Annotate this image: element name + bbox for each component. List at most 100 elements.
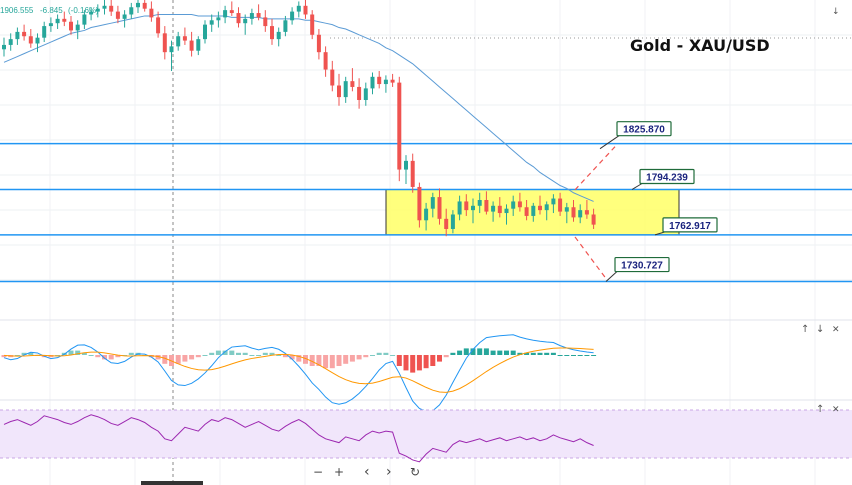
zoom-in-button[interactable]: +	[334, 465, 344, 479]
candle-body	[417, 186, 422, 221]
macd-histogram-bar	[483, 348, 489, 355]
candle	[390, 73, 395, 87]
candle	[35, 33, 40, 53]
scroll-left-button[interactable]: ‹	[364, 464, 370, 480]
candle	[249, 8, 254, 25]
candle	[477, 192, 482, 214]
zoom-out-button[interactable]: −	[313, 465, 323, 479]
price-down-button[interactable]: ↓	[832, 7, 840, 17]
candle-body	[571, 207, 576, 218]
candle-body	[42, 26, 47, 38]
candle	[584, 200, 589, 219]
close-pane-button[interactable]: ✕	[832, 325, 840, 335]
candle	[591, 208, 596, 229]
candle	[82, 10, 87, 29]
candle	[55, 14, 60, 29]
candle	[129, 2, 134, 19]
candle	[176, 31, 181, 51]
candle	[357, 78, 362, 109]
macd-histogram-bar	[262, 352, 268, 355]
candle	[471, 198, 475, 224]
macd-histogram-bar	[370, 355, 375, 356]
candle	[524, 200, 529, 221]
candle	[350, 68, 355, 92]
macd-histogram-bar	[95, 355, 101, 358]
signal-line	[3, 347, 594, 393]
candle-body	[343, 81, 348, 98]
rsi-close-pane-button[interactable]: ✕	[832, 405, 840, 415]
candle	[48, 17, 53, 32]
candle	[504, 204, 509, 225]
macd-histogram-bar	[128, 352, 134, 355]
candle	[383, 75, 388, 93]
level-label-pointer	[605, 271, 618, 282]
move-down-button[interactable]: ↓	[816, 324, 824, 335]
scroll-right-button[interactable]: ›	[386, 464, 392, 480]
candle-body	[303, 5, 308, 15]
candle	[196, 36, 201, 56]
candle-body	[477, 200, 482, 206]
macd-histogram-bar	[557, 355, 563, 356]
level-label-support-2: 1730.727	[605, 256, 670, 282]
candle	[89, 7, 94, 21]
move-up-button[interactable]: ↑	[801, 324, 809, 335]
candle	[303, 0, 308, 19]
candle	[437, 188, 442, 225]
candle-body	[538, 205, 542, 211]
macd-histogram-bar	[477, 348, 483, 355]
macd-histogram-bar	[309, 355, 315, 366]
rsi-line	[3, 414, 594, 463]
candle-body	[182, 36, 187, 41]
macd-histogram-bar	[490, 350, 496, 355]
candle-body	[270, 26, 274, 40]
navigation-toolbar: − + ‹ › ↻	[313, 464, 420, 480]
candle	[296, 1, 301, 18]
candle	[450, 210, 455, 234]
candle-body	[504, 208, 509, 214]
candle	[189, 31, 194, 57]
candle-body	[48, 23, 53, 27]
macd-histogram-bar	[202, 355, 208, 356]
pane-controls-macd: ↑ ↓ ✕	[801, 324, 840, 335]
macd-histogram-bar	[430, 355, 436, 366]
candle-body	[75, 24, 80, 31]
macd-histogram-bar	[349, 355, 355, 362]
candle	[424, 202, 429, 231]
price-pane-controls: ↓	[832, 7, 840, 17]
candle-body	[404, 160, 408, 170]
macd-histogram-bar	[544, 352, 550, 355]
candle	[397, 76, 402, 182]
candle	[531, 202, 536, 222]
macd-histogram-bar	[410, 355, 416, 373]
candle-body	[95, 8, 100, 12]
candle-body	[430, 197, 435, 209]
reset-chart-button[interactable]: ↻	[410, 465, 420, 479]
level-label-text: 1762.917	[669, 221, 711, 232]
price-pane: 1825.870 1794.239 1762.917 1730.727	[0, 0, 852, 283]
macd-histogram-bar	[463, 348, 469, 355]
candle	[109, 0, 114, 16]
candle	[323, 46, 328, 77]
macd-histogram-bar	[88, 355, 94, 356]
macd-histogram-bar	[182, 355, 188, 362]
candle-body	[551, 198, 556, 205]
candle-body	[296, 5, 301, 12]
candle-body	[350, 81, 355, 87]
macd-histogram-bar	[189, 355, 195, 360]
macd-histogram-bar	[416, 355, 422, 371]
level-label-text: 1794.239	[646, 173, 688, 184]
level-label-text: 1730.727	[621, 261, 663, 272]
macd-histogram-bar	[550, 352, 556, 355]
candle-body	[330, 69, 335, 86]
macd-pane	[1, 334, 597, 412]
candle	[216, 11, 221, 28]
macd-histogram-bar	[470, 348, 476, 355]
candle	[95, 4, 100, 18]
macd-histogram-bar	[383, 352, 389, 355]
candle	[571, 200, 576, 222]
rsi-move-up-button[interactable]: ↑	[816, 404, 824, 415]
header-change-pct: (-0.16%)	[68, 6, 99, 15]
candle-body	[310, 14, 315, 35]
candle	[544, 201, 549, 221]
